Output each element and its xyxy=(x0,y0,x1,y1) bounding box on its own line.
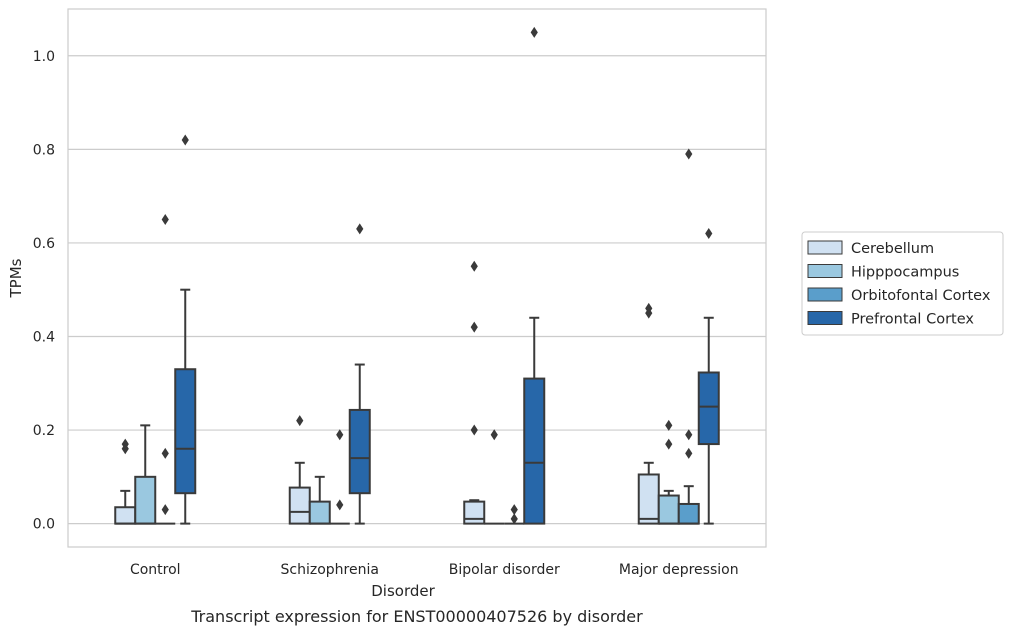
y-axis-label: TPMs xyxy=(7,258,25,298)
legend-item: Hipppocampus xyxy=(807,264,959,281)
outlier-point xyxy=(121,438,129,450)
box-orbitofontal-cortex xyxy=(155,214,176,525)
outlier-point xyxy=(470,260,478,272)
grid-layer xyxy=(68,55,766,525)
y-tick-label: 0.0 xyxy=(33,517,55,533)
chart-caption: Transcript expression for ENST0000040752… xyxy=(190,607,643,626)
box-body xyxy=(288,486,311,525)
box-body xyxy=(174,368,197,495)
box-prefrontal-cortex xyxy=(697,228,720,525)
outlier-point xyxy=(296,415,304,427)
x-tick-label: Major depression xyxy=(619,562,739,578)
y-tick-label: 0.4 xyxy=(33,329,55,345)
outlier-point xyxy=(470,424,478,436)
box-body xyxy=(114,506,137,525)
box-body xyxy=(657,494,680,525)
outlier-point xyxy=(470,321,478,333)
y-tick-label: 0.6 xyxy=(33,236,55,252)
box-cerebellum xyxy=(463,260,486,525)
legend-swatch xyxy=(807,264,843,278)
outlier-point xyxy=(490,429,498,441)
box-cerebellum xyxy=(114,438,137,525)
x-axis-label: Disorder xyxy=(371,582,435,600)
outlier-point xyxy=(530,26,538,38)
box-body xyxy=(677,502,700,525)
legend-item: Orbitofontal Cortex xyxy=(807,287,991,304)
outlier-point xyxy=(685,429,693,441)
legend-swatch xyxy=(807,287,843,302)
outlier-point xyxy=(665,419,673,431)
legend-swatch xyxy=(807,240,843,255)
x-tick-label: Bipolar disorder xyxy=(449,562,560,578)
outlier-point xyxy=(645,302,653,314)
box-body xyxy=(308,500,331,525)
box-body xyxy=(463,500,486,525)
outlier-point xyxy=(685,148,693,160)
y-tick-label: 1.0 xyxy=(33,49,55,65)
box-body xyxy=(348,408,371,495)
box-layer xyxy=(114,26,720,525)
box-hipppocampus xyxy=(657,419,680,525)
box-body xyxy=(134,475,157,525)
x-tick-label: Schizophrenia xyxy=(281,562,379,578)
legend: Cerebellum Hipppocampus Orbitofontal Corte… xyxy=(801,231,1004,336)
legend-item: Prefrontal Cortex xyxy=(807,311,974,328)
box-orbitofontal-cortex xyxy=(677,148,700,525)
outlier-point xyxy=(685,447,693,459)
box-orbitofontal-cortex xyxy=(504,504,525,525)
outlier-point xyxy=(356,223,364,235)
y-tick-label: 0.2 xyxy=(33,423,55,439)
box-cerebellum xyxy=(637,302,660,525)
outlier-point xyxy=(510,504,518,516)
y-tick-label: 0.8 xyxy=(33,142,55,158)
box-body xyxy=(637,473,660,525)
x-tick-label: Control xyxy=(130,562,181,578)
x-axis-ticks: Control Schizophrenia Bipolar disorder Majo… xyxy=(130,562,739,578)
box-prefrontal-cortex xyxy=(174,134,197,525)
plot-frame xyxy=(67,8,767,548)
legend-label: Orbitofontal Cortex xyxy=(851,288,991,304)
box-hipppocampus xyxy=(134,424,157,525)
legend-frame xyxy=(801,231,1004,336)
legend-item: Cerebellum xyxy=(807,240,934,257)
legend-label: Cerebellum xyxy=(851,241,934,257)
outlier-point xyxy=(161,447,169,459)
box-hipppocampus xyxy=(484,429,505,525)
outlier-point xyxy=(510,513,518,525)
legend-label: Prefrontal Cortex xyxy=(851,312,974,328)
y-axis-ticks: 0.0 0.2 0.4 0.6 0.8 1.0 xyxy=(33,49,55,533)
outlier-point xyxy=(336,499,344,511)
box-hipppocampus xyxy=(308,475,331,525)
box-cerebellum xyxy=(288,415,311,525)
box-body xyxy=(697,371,720,446)
box-body xyxy=(523,377,546,525)
box-prefrontal-cortex xyxy=(523,26,546,525)
outlier-point xyxy=(161,214,169,226)
outlier-point xyxy=(665,438,673,450)
box-prefrontal-cortex xyxy=(348,223,371,525)
legend-swatch xyxy=(807,311,843,325)
outlier-point xyxy=(181,134,189,146)
box-orbitofontal-cortex xyxy=(329,429,350,525)
outlier-point xyxy=(336,429,344,441)
outlier-point xyxy=(161,504,169,516)
outlier-point xyxy=(705,228,713,240)
legend-label: Hipppocampus xyxy=(851,265,959,281)
